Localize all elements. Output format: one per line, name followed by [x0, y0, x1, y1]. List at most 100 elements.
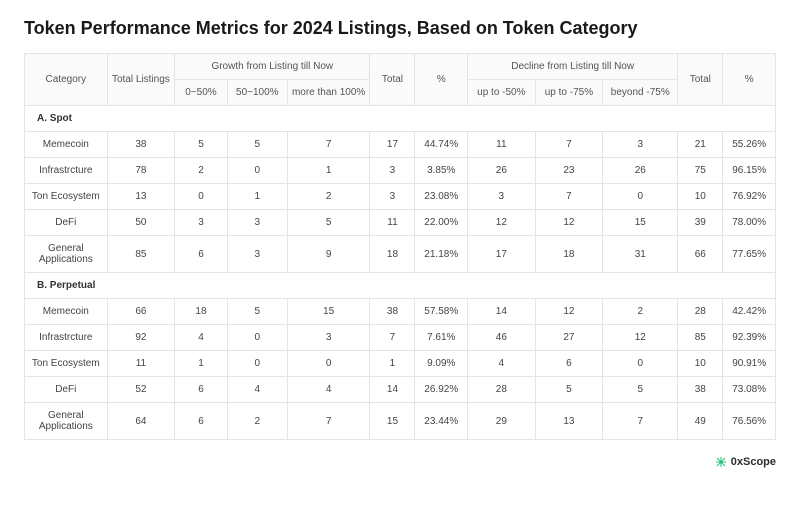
cell-d1: 4 [468, 351, 536, 377]
cell-total1: 17 [370, 132, 415, 158]
cell-d1: 14 [468, 299, 536, 325]
cell-g1: 6 [175, 403, 228, 440]
cell-total_listings: 38 [107, 132, 175, 158]
cell-g1: 0 [175, 184, 228, 210]
cell-g1: 4 [175, 325, 228, 351]
cell-d2: 12 [535, 299, 603, 325]
cell-g2: 3 [227, 210, 287, 236]
cell-category: DeFi [25, 210, 108, 236]
cell-g3: 4 [287, 377, 370, 403]
cell-d2: 5 [535, 377, 603, 403]
cell-g3: 9 [287, 236, 370, 273]
cell-d3: 26 [603, 158, 678, 184]
cell-pct2: 76.92% [723, 184, 776, 210]
cell-d1: 12 [468, 210, 536, 236]
table-row: Infrastrcture9240377.61%4627128592.39% [25, 325, 776, 351]
metrics-table: Category Total Listings Growth from List… [24, 53, 776, 440]
cell-d3: 2 [603, 299, 678, 325]
cell-total2: 85 [678, 325, 723, 351]
cell-total2: 21 [678, 132, 723, 158]
cell-d3: 31 [603, 236, 678, 273]
cell-total1: 15 [370, 403, 415, 440]
cell-total2: 39 [678, 210, 723, 236]
cell-pct1: 23.44% [415, 403, 468, 440]
cell-total2: 66 [678, 236, 723, 273]
cell-g3: 7 [287, 132, 370, 158]
cell-d1: 29 [468, 403, 536, 440]
col-g2: 50~100% [227, 80, 287, 106]
cell-d3: 7 [603, 403, 678, 440]
col-total-listings: Total Listings [107, 54, 175, 106]
section-label: A. Spot [25, 106, 776, 132]
cell-total1: 3 [370, 184, 415, 210]
cell-category: General Applications [25, 403, 108, 440]
cell-total1: 14 [370, 377, 415, 403]
cell-total2: 38 [678, 377, 723, 403]
cell-d3: 0 [603, 184, 678, 210]
col-category: Category [25, 54, 108, 106]
cell-d1: 28 [468, 377, 536, 403]
table-row: Ton Ecosystem13012323.08%3701076.92% [25, 184, 776, 210]
cell-g2: 0 [227, 351, 287, 377]
table-row: Infrastrcture7820133.85%2623267596.15% [25, 158, 776, 184]
col-d1: up to -50% [468, 80, 536, 106]
table-row: Memecoin385571744.74%11732155.26% [25, 132, 776, 158]
col-group-growth: Growth from Listing till Now [175, 54, 370, 80]
cell-total1: 1 [370, 351, 415, 377]
cell-pct1: 57.58% [415, 299, 468, 325]
cell-total_listings: 66 [107, 299, 175, 325]
cell-category: DeFi [25, 377, 108, 403]
cell-d2: 7 [535, 184, 603, 210]
cell-g1: 3 [175, 210, 228, 236]
cell-pct1: 9.09% [415, 351, 468, 377]
cell-total1: 38 [370, 299, 415, 325]
cell-d2: 18 [535, 236, 603, 273]
cell-d3: 3 [603, 132, 678, 158]
cell-pct2: 78.00% [723, 210, 776, 236]
cell-g2: 5 [227, 299, 287, 325]
col-group-decline: Decline from Listing till Now [468, 54, 678, 80]
cell-pct2: 76.56% [723, 403, 776, 440]
table-row: General Applications646271523.44%2913749… [25, 403, 776, 440]
cell-category: Memecoin [25, 132, 108, 158]
cell-d2: 12 [535, 210, 603, 236]
cell-d2: 13 [535, 403, 603, 440]
cell-g2: 2 [227, 403, 287, 440]
cell-total1: 7 [370, 325, 415, 351]
col-pct2: % [723, 54, 776, 106]
cell-g2: 4 [227, 377, 287, 403]
cell-total_listings: 52 [107, 377, 175, 403]
col-total1: Total [370, 54, 415, 106]
table-row: Memecoin66185153857.58%141222842.42% [25, 299, 776, 325]
cell-d2: 7 [535, 132, 603, 158]
cell-pct2: 90.91% [723, 351, 776, 377]
cell-pct1: 23.08% [415, 184, 468, 210]
cell-pct1: 26.92% [415, 377, 468, 403]
cell-pct2: 77.65% [723, 236, 776, 273]
cell-d1: 17 [468, 236, 536, 273]
cell-d1: 46 [468, 325, 536, 351]
cell-total1: 18 [370, 236, 415, 273]
cell-d1: 11 [468, 132, 536, 158]
cell-pct2: 73.08% [723, 377, 776, 403]
cell-total2: 10 [678, 351, 723, 377]
cell-g3: 15 [287, 299, 370, 325]
section-label: B. Perpetual [25, 273, 776, 299]
col-d3: beyond -75% [603, 80, 678, 106]
cell-d2: 6 [535, 351, 603, 377]
cell-g3: 1 [287, 158, 370, 184]
col-total2: Total [678, 54, 723, 106]
cell-total_listings: 11 [107, 351, 175, 377]
cell-g2: 1 [227, 184, 287, 210]
cell-g1: 5 [175, 132, 228, 158]
cell-category: Ton Ecosystem [25, 184, 108, 210]
cell-total_listings: 92 [107, 325, 175, 351]
table-row: Ton Ecosystem1110019.09%4601090.91% [25, 351, 776, 377]
table-row: General Applications856391821.18%1718316… [25, 236, 776, 273]
cell-total_listings: 50 [107, 210, 175, 236]
cell-category: Memecoin [25, 299, 108, 325]
cell-pct1: 3.85% [415, 158, 468, 184]
cell-pct1: 22.00% [415, 210, 468, 236]
cell-pct2: 96.15% [723, 158, 776, 184]
cell-category: Ton Ecosystem [25, 351, 108, 377]
